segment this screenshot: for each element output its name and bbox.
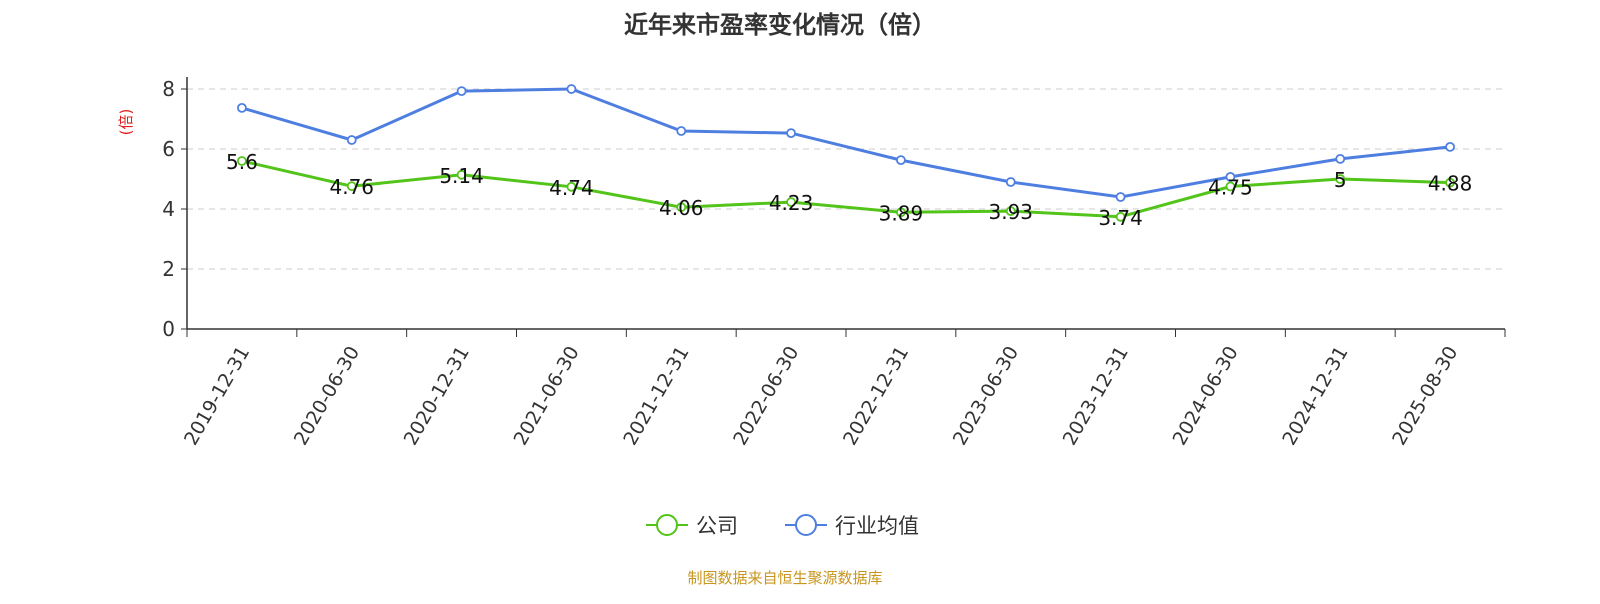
data-point[interactable]	[1445, 177, 1455, 188]
x-tick-label: 2022-12-31	[839, 343, 913, 450]
data-point[interactable]	[1225, 171, 1236, 182]
data-point[interactable]	[786, 197, 796, 208]
y-tick-label: 6	[162, 137, 175, 161]
x-tick-label: 2021-06-30	[509, 343, 583, 450]
data-label: 4.23	[769, 191, 814, 215]
data-point[interactable]	[896, 207, 906, 218]
data-point[interactable]	[676, 126, 687, 136]
data-label: 3.74	[1098, 206, 1143, 230]
x-tick-label: 2022-06-30	[729, 343, 803, 450]
data-point[interactable]	[1225, 181, 1236, 192]
y-axis-label: (倍)	[117, 109, 135, 136]
data-point[interactable]	[456, 169, 467, 180]
data-point[interactable]	[346, 181, 357, 192]
data-point[interactable]	[566, 181, 577, 192]
data-point[interactable]	[896, 155, 906, 166]
data-label: 4.74	[549, 176, 594, 200]
chart-title: 近年来市盈率变化情况（倍）	[624, 11, 936, 39]
data-point[interactable]	[1115, 192, 1126, 202]
data-point[interactable]	[1005, 177, 1016, 187]
series-line-0	[241, 159, 1451, 219]
x-tick-label: 2019-12-31	[180, 343, 254, 450]
data-point[interactable]	[1115, 211, 1126, 222]
data-point[interactable]	[1005, 206, 1016, 217]
x-tick-label: 2024-12-31	[1278, 343, 1352, 450]
data-label: 3.93	[988, 200, 1033, 224]
x-tick-label: 2025-08-30	[1388, 343, 1462, 450]
data-point[interactable]	[1445, 141, 1455, 152]
data-point[interactable]	[676, 202, 687, 213]
y-tick-label: 4	[162, 197, 175, 221]
x-tick-label: 2023-06-30	[949, 343, 1023, 450]
source-note: 制图数据来自恒生聚源数据库	[687, 569, 882, 587]
data-point[interactable]	[1335, 153, 1346, 164]
data-point[interactable]	[566, 84, 577, 94]
data-label: 5	[1334, 168, 1347, 192]
legend-label[interactable]: 公司	[696, 514, 738, 538]
y-tick-label: 8	[162, 77, 175, 101]
x-tick-label: 2021-12-31	[619, 343, 693, 450]
x-tick-label: 2023-12-31	[1059, 343, 1133, 450]
x-tick-label: 2020-06-30	[290, 343, 364, 450]
data-label: 3.89	[879, 201, 924, 225]
data-label: 4.88	[1428, 172, 1473, 196]
legend: 公司 行业均值	[646, 514, 919, 538]
data-point[interactable]	[346, 135, 357, 145]
data-point[interactable]	[456, 86, 467, 96]
y-tick-label: 2	[162, 257, 175, 281]
legend-label[interactable]: 行业均值	[835, 514, 919, 538]
x-tick-label: 2024-06-30	[1168, 343, 1242, 450]
y-tick-label: 0	[162, 317, 175, 341]
data-point[interactable]	[237, 156, 247, 166]
series-line-1	[241, 87, 1451, 199]
data-label: 4.06	[659, 196, 704, 220]
data-label: 5.6	[226, 150, 258, 174]
data-point[interactable]	[786, 128, 796, 139]
legend-marker-icon	[656, 514, 678, 536]
legend-marker-icon	[795, 514, 817, 536]
data-label: 4.76	[329, 175, 374, 199]
data-point[interactable]	[1335, 174, 1346, 184]
data-label: 5.14	[439, 164, 484, 188]
data-label: 4.75	[1208, 176, 1253, 200]
x-tick-label: 2020-12-31	[400, 343, 474, 450]
data-point[interactable]	[237, 103, 247, 113]
